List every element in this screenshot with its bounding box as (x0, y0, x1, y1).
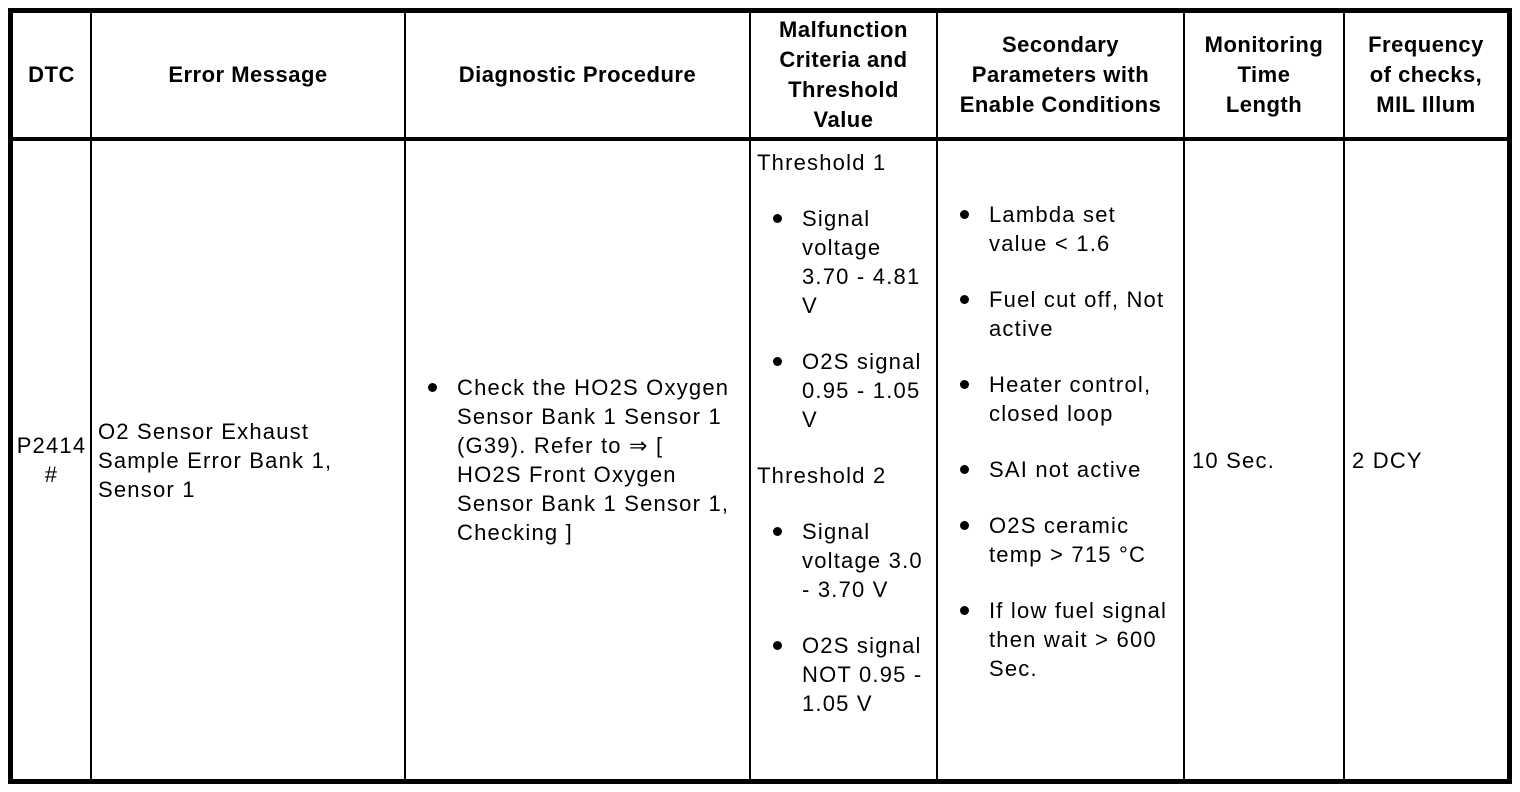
secondary-parameter: SAI not active (989, 457, 1142, 482)
list-item: O2S signal 0.95 - 1.05 V (757, 347, 936, 434)
list-item: SAI not active (944, 455, 1183, 484)
monitoring-time-value: 10 Sec. (1192, 447, 1276, 473)
dtc-code: P2414 (16, 433, 87, 458)
cell-malfunction-criteria: Threshold 1 Signal voltage 3.70 - 4.81 V… (751, 141, 938, 779)
header-line: Secondary (1002, 32, 1119, 57)
bullet-icon (428, 383, 437, 392)
header-line: Time (1237, 62, 1291, 87)
cell-error-message: O2 Sensor Exhaust Sample Error Bank 1, S… (92, 141, 406, 779)
header-line: Parameters with (971, 62, 1150, 87)
header-line: Criteria and (779, 47, 908, 72)
threshold-1-item: O2S signal 0.95 - 1.05 V (802, 349, 922, 432)
threshold-1-item: Signal voltage 3.70 - 4.81 V (802, 206, 921, 318)
bullet-icon (960, 380, 969, 389)
bullet-icon (960, 210, 969, 219)
header-line: MIL Illum (1376, 92, 1476, 117)
bullet-icon (960, 465, 969, 474)
header-line: DTC (28, 62, 75, 87)
secondary-parameter: O2S ceramic temp > 715 °C (989, 513, 1147, 567)
bullet-icon (960, 295, 969, 304)
secondary-parameter: Heater control, closed loop (989, 372, 1152, 426)
bullet-icon (773, 527, 782, 536)
column-header-dtc: DTC (13, 13, 92, 141)
bullet-icon (773, 357, 782, 366)
bullet-icon (960, 521, 969, 530)
diagnostic-procedure-text: Check the HO2S Oxygen Sensor Bank 1 Sens… (457, 375, 730, 545)
error-message-text: O2 Sensor Exhaust Sample Error Bank 1, S… (98, 418, 333, 502)
header-line: Threshold (788, 77, 899, 102)
frequency-value: 2 DCY (1352, 447, 1423, 473)
list-item: O2S signal NOT 0.95 - 1.05 V (757, 631, 936, 718)
secondary-parameter: If low fuel signal then wait > 600 Sec. (989, 598, 1168, 681)
header-line: Malfunction (779, 17, 908, 42)
secondary-parameter: Fuel cut off, Not active (989, 287, 1165, 341)
list-item: Signal voltage 3.0 - 3.70 V (757, 517, 936, 604)
header-line: Error Message (168, 62, 328, 87)
cell-diagnostic-procedure: Check the HO2S Oxygen Sensor Bank 1 Sens… (406, 141, 751, 779)
header-line: Length (1225, 92, 1303, 117)
list-item: Check the HO2S Oxygen Sensor Bank 1 Sens… (412, 373, 749, 547)
column-header-error-message: Error Message (92, 13, 406, 141)
header-line: of checks, (1369, 62, 1483, 87)
column-header-malfunction-criteria: Malfunction Criteria and Threshold Value (751, 13, 938, 141)
dtc-flag: # (44, 462, 59, 487)
header-line: Enable Conditions (959, 92, 1162, 117)
header-line: Value (813, 107, 874, 132)
cell-monitoring-time-length: 10 Sec. (1185, 141, 1345, 779)
dtc-table: DTC Error Message Diagnostic Procedure M… (8, 8, 1512, 784)
threshold-2-heading: Threshold 2 (757, 463, 887, 488)
bullet-icon (773, 214, 782, 223)
cell-frequency-mil: 2 DCY (1345, 141, 1507, 779)
bullet-icon (960, 606, 969, 615)
column-header-frequency-mil: Frequency of checks, MIL Illum (1345, 13, 1507, 141)
header-line: Diagnostic Procedure (458, 62, 697, 87)
list-item: Fuel cut off, Not active (944, 285, 1183, 343)
list-item: If low fuel signal then wait > 600 Sec. (944, 596, 1183, 683)
column-header-monitoring-time: Monitoring Time Length (1185, 13, 1345, 141)
column-header-secondary-parameters: Secondary Parameters with Enable Conditi… (938, 13, 1185, 141)
threshold-1-heading: Threshold 1 (757, 150, 887, 175)
header-line: Frequency (1368, 32, 1484, 57)
list-item: Heater control, closed loop (944, 370, 1183, 428)
threshold-2-item: Signal voltage 3.0 - 3.70 V (802, 519, 923, 602)
threshold-2-item: O2S signal NOT 0.95 - 1.05 V (802, 633, 923, 716)
cell-dtc: P2414 # (13, 141, 92, 779)
list-item: Signal voltage 3.70 - 4.81 V (757, 204, 936, 320)
column-header-diagnostic-procedure: Diagnostic Procedure (406, 13, 751, 141)
list-item: O2S ceramic temp > 715 °C (944, 511, 1183, 569)
cell-secondary-parameters: Lambda set value < 1.6 Fuel cut off, Not… (938, 141, 1185, 779)
header-line: Monitoring (1204, 32, 1324, 57)
list-item: Lambda set value < 1.6 (944, 200, 1183, 258)
bullet-icon (773, 641, 782, 650)
secondary-parameter: Lambda set value < 1.6 (989, 202, 1116, 256)
